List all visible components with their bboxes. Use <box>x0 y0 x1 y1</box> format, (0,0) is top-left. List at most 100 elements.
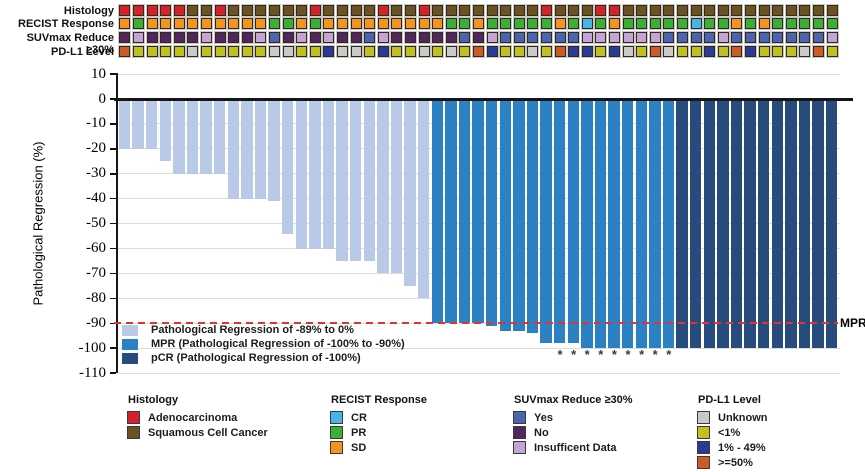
suvmax-square <box>568 31 580 43</box>
patient-bar <box>676 100 688 349</box>
suvmax-square <box>758 31 770 43</box>
y-tick <box>110 173 116 175</box>
y-tick <box>110 347 116 349</box>
legend-swatch <box>127 426 140 439</box>
suvmax-square <box>296 31 308 43</box>
suvmax-square <box>282 31 294 43</box>
recist-square <box>785 18 797 30</box>
patient-bar <box>146 100 158 149</box>
suvmax-square <box>228 31 240 43</box>
recist-square <box>146 18 158 30</box>
legend-swatch <box>513 411 526 424</box>
histology-square <box>364 4 376 16</box>
significance-asterisk: * <box>571 347 577 362</box>
histology-square <box>418 4 430 16</box>
recist-square <box>282 18 294 30</box>
pdl1-square <box>744 45 756 57</box>
histology-square <box>826 4 838 16</box>
track-label-histology: Histology <box>63 4 114 17</box>
histology-square <box>432 4 444 16</box>
legend-swatch <box>330 426 343 439</box>
histology-square <box>445 4 457 16</box>
pdl1-square <box>282 45 294 57</box>
patient-bar <box>594 100 607 349</box>
patient-bar <box>472 100 484 324</box>
plot-legend-label: Pathological Regression of -89% to 0% <box>151 324 354 336</box>
patient-bar <box>254 100 267 199</box>
recist-square <box>676 18 688 30</box>
y-tick <box>110 297 116 300</box>
recist-square <box>622 18 634 30</box>
significance-asterisk: * <box>625 347 631 362</box>
suvmax-square <box>404 31 416 43</box>
histology-square <box>676 4 688 16</box>
legend-item-label: Yes <box>534 411 553 424</box>
pdl1-square <box>268 45 280 57</box>
histology-square <box>146 4 158 16</box>
pdl1-square <box>445 45 457 57</box>
gridline--110 <box>118 372 840 374</box>
gridline--100 <box>118 347 840 349</box>
patient-bar <box>486 100 498 326</box>
suvmax-square <box>676 31 688 43</box>
y-tick <box>110 123 116 125</box>
histology-square <box>323 4 335 16</box>
legend-item: >=50% <box>697 456 753 469</box>
histology-square <box>336 4 348 16</box>
patient-bar <box>703 100 715 349</box>
y-tick-label: -110 <box>79 364 106 381</box>
legend-swatch <box>513 426 526 439</box>
recist-square <box>241 18 253 30</box>
legend-item: Unknown <box>697 411 768 424</box>
suvmax-square <box>255 31 267 43</box>
legend-item: Insufficent Data <box>513 441 617 454</box>
suvmax-square <box>418 31 430 43</box>
pdl1-square <box>595 45 607 57</box>
legend-swatch <box>330 411 343 424</box>
pdl1-square <box>364 45 376 57</box>
suvmax-square <box>472 31 484 43</box>
plot-legend-swatch-mpr <box>122 338 138 350</box>
mpr-threshold-label: MPR <box>840 316 865 331</box>
legend-group-title: RECIST Response <box>331 394 427 406</box>
histology-square <box>404 4 416 16</box>
pdl1-square <box>513 45 525 57</box>
patient-bar <box>118 100 131 149</box>
pdl1-square <box>255 45 267 57</box>
histology-square <box>799 4 811 16</box>
legend-item-label: Squamous Cell Cancer <box>148 426 268 439</box>
y-tick-label: 0 <box>98 90 107 107</box>
histology-square <box>663 4 675 16</box>
y-tick <box>110 73 116 75</box>
y-tick-label: -50 <box>86 215 106 232</box>
pdl1-square <box>608 45 620 57</box>
y-tick-label: 10 <box>91 65 106 82</box>
histology-square <box>486 4 498 16</box>
suvmax-square <box>241 31 253 43</box>
pdl1-square <box>132 45 144 57</box>
histology-square <box>268 4 280 16</box>
patient-bar <box>785 100 797 349</box>
recist-square <box>173 18 185 30</box>
patient-bar <box>499 100 511 331</box>
recist-square <box>663 18 675 30</box>
pdl1-square <box>241 45 253 57</box>
patient-bar <box>200 100 212 174</box>
recist-square <box>228 18 240 30</box>
suvmax-square <box>377 31 389 43</box>
patient-bar <box>309 100 321 249</box>
y-tick-label: -60 <box>86 240 106 256</box>
recist-square <box>812 18 824 30</box>
patient-bar <box>159 100 171 162</box>
legend-item-label: SD <box>351 441 367 454</box>
recist-square <box>187 18 199 30</box>
suvmax-square <box>323 31 335 43</box>
histology-square <box>758 4 770 16</box>
suvmax-square <box>336 31 348 43</box>
histology-square <box>500 4 512 16</box>
suvmax-square <box>717 31 729 43</box>
pdl1-square <box>173 45 185 57</box>
pdl1-square <box>472 45 484 57</box>
histology-square <box>812 4 824 16</box>
recist-square <box>418 18 430 30</box>
